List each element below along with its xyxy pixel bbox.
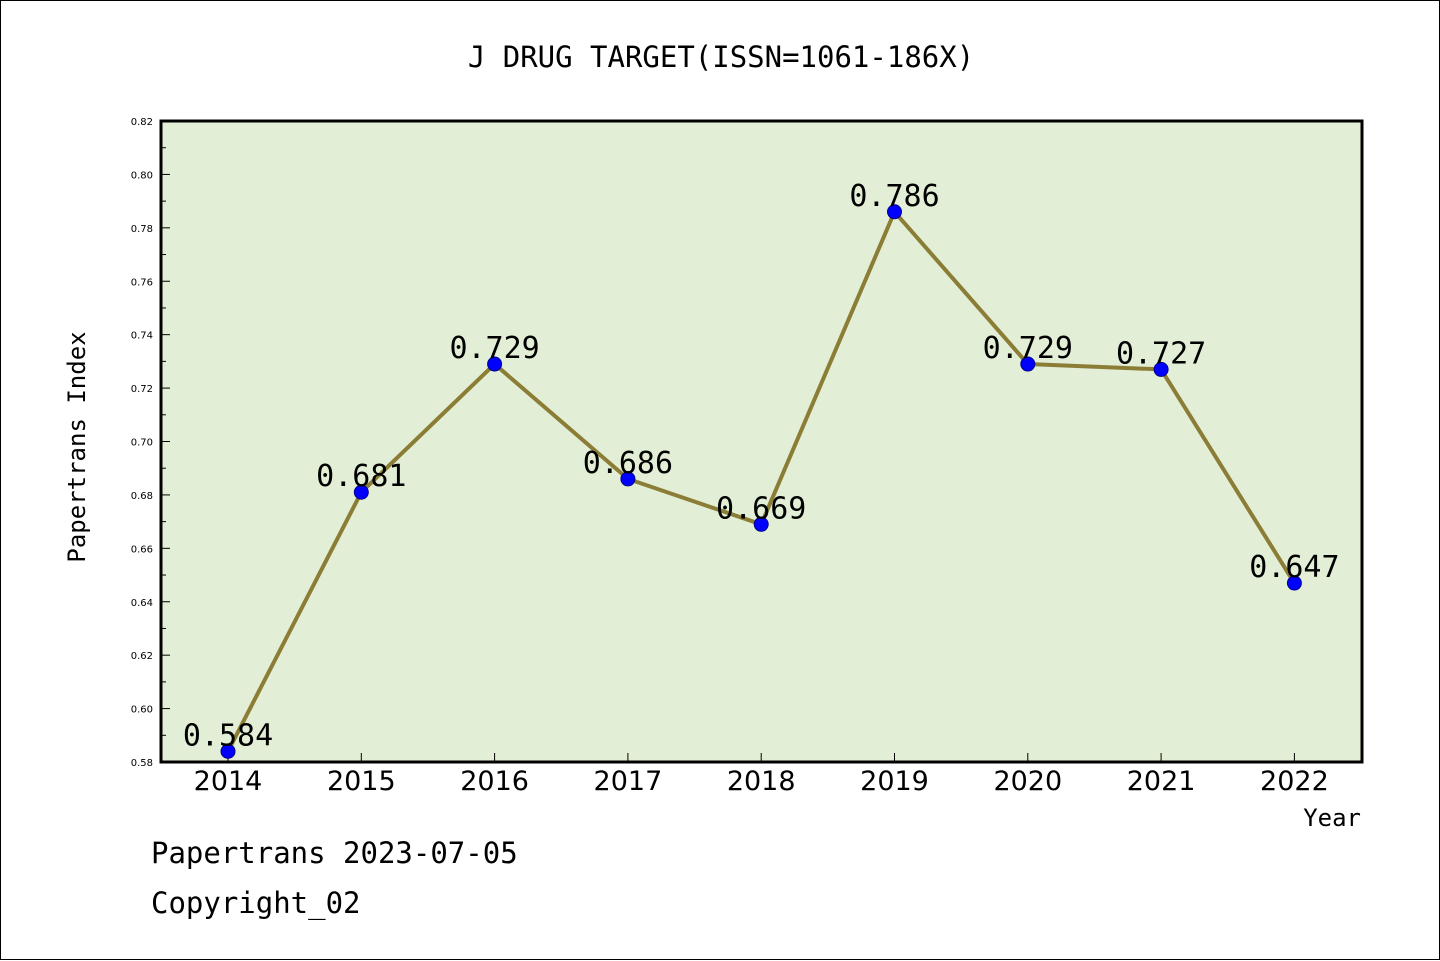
plot-border [159,119,1364,764]
y-tick-label: 0.66 [131,544,153,555]
data-point [1286,575,1302,591]
data-label: 0.681 [316,459,406,494]
data-label: 0.584 [183,718,273,753]
data-point [220,743,236,759]
x-tick-label: 2016 [460,766,529,797]
data-label: 0.727 [1116,336,1206,371]
y-tick-label: 0.70 [131,438,153,449]
y-tick-label: 0.78 [131,224,153,235]
x-tick-label: 2018 [727,766,796,797]
y-tick-label: 0.68 [131,491,153,502]
y-tick-label: 0.82 [131,117,153,128]
data-point [753,516,769,532]
y-tick-label: 0.60 [131,705,153,716]
x-tick-label: 2014 [194,766,263,797]
y-tick-label: 0.58 [131,758,153,769]
data-labels-group: 0.584 0.681 0.729 0.686 0.669 0.786 0.729 0.727… [183,179,1340,754]
x-tick-label: 2019 [860,766,929,797]
x-tick-label: 2022 [1260,766,1329,797]
y-tick-label: 0.64 [131,598,153,609]
x-tick-label: 2017 [594,766,663,797]
footer-copyright: Copyright_02 [151,886,361,920]
x-axis-label: Year [1303,804,1361,832]
data-point [353,484,369,500]
y-axis-label: Papertrans Index [63,331,91,562]
y-tick-label: 0.76 [131,277,153,288]
x-tick-label: 2021 [1127,766,1196,797]
data-label: 0.647 [1249,550,1339,585]
data-point [487,356,503,372]
footer-date: Papertrans 2023-07-05 [151,836,518,870]
data-point [1153,361,1169,377]
markers-group [220,204,1302,759]
x-tick-label: 2015 [327,766,396,797]
y-axis: 0.58 0.60 0.62 0.64 0.66 0.68 0.70 0.72 0.74 0.76… [131,117,170,769]
data-label: 0.669 [716,491,806,526]
data-label: 0.729 [983,331,1073,366]
y-tick-label: 0.62 [131,651,153,662]
data-label: 0.729 [449,331,539,366]
data-point [620,471,636,487]
data-point [887,204,902,220]
y-tick-label: 0.72 [131,384,153,395]
data-label: 0.686 [583,446,673,481]
data-label: 0.786 [849,179,939,214]
x-tick-label: 2020 [993,766,1062,797]
chart-title: J DRUG TARGET(ISSN=1061-186X) [468,40,974,74]
y-tick-label: 0.74 [131,331,153,342]
x-axis: 2014 2015 2016 2017 2018 2019 2020 2021 2022 [194,753,1329,797]
y-tick-label: 0.80 [131,170,153,181]
data-point [1020,356,1036,372]
plot-area [161,121,1362,762]
